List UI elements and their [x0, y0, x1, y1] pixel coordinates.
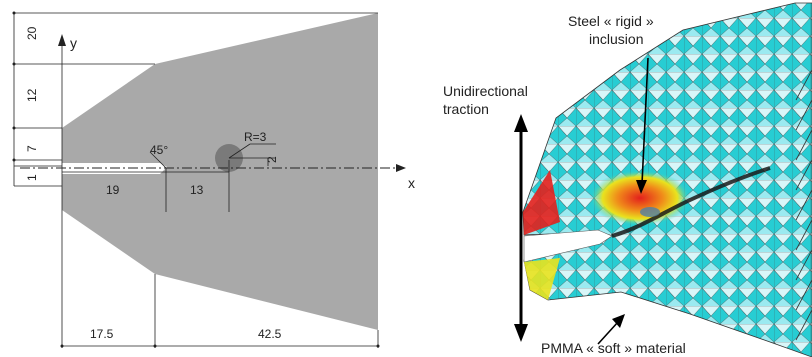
mesh-notch	[523, 229, 613, 263]
radius-label: R=3	[244, 130, 267, 144]
x-axis-arrow	[396, 164, 406, 172]
stress-hotspot	[590, 170, 690, 226]
inclusion-label-line2: inclusion	[589, 31, 643, 47]
specimen-body	[62, 13, 378, 330]
x-axis-label: x	[408, 175, 415, 191]
stress-edge-yellow	[524, 258, 560, 300]
fixed-boundary-hatch	[795, 69, 812, 341]
fem-mesh	[522, 2, 812, 357]
inclusion-leader	[636, 57, 649, 194]
angle-label: 45°	[150, 143, 168, 157]
inclusion-label-line1: Steel « rigid »	[568, 13, 654, 29]
y-axis-label: y	[70, 35, 77, 51]
dim-2: 2	[265, 156, 279, 163]
dim-20: 20	[25, 26, 39, 40]
y-axis-arrow	[58, 34, 66, 46]
dim-42-5: 42.5	[258, 327, 282, 341]
dim-12: 12	[25, 88, 39, 102]
dimension-lines	[13, 12, 379, 348]
mesh-inclusion	[640, 207, 660, 217]
specimen-drawing: y x 45° R=3 20 12 7 1 2 19 13 17.5 42.5	[12, 11, 415, 348]
dim-19: 19	[106, 183, 120, 197]
traction-label-line2: traction	[443, 101, 489, 117]
traction-arrow	[514, 114, 528, 342]
traction-label-line1: Unidirectional	[443, 83, 528, 99]
dim-13: 13	[190, 183, 204, 197]
crack-band	[611, 166, 771, 238]
stress-edge-zone	[523, 170, 560, 235]
material-leader	[597, 314, 625, 345]
dimension-ticks	[12, 11, 380, 348]
dim-17-5: 17.5	[90, 327, 114, 341]
dim-7: 7	[25, 145, 39, 152]
material-label: PMMA « soft » material	[541, 340, 686, 356]
dim-1: 1	[25, 174, 39, 181]
